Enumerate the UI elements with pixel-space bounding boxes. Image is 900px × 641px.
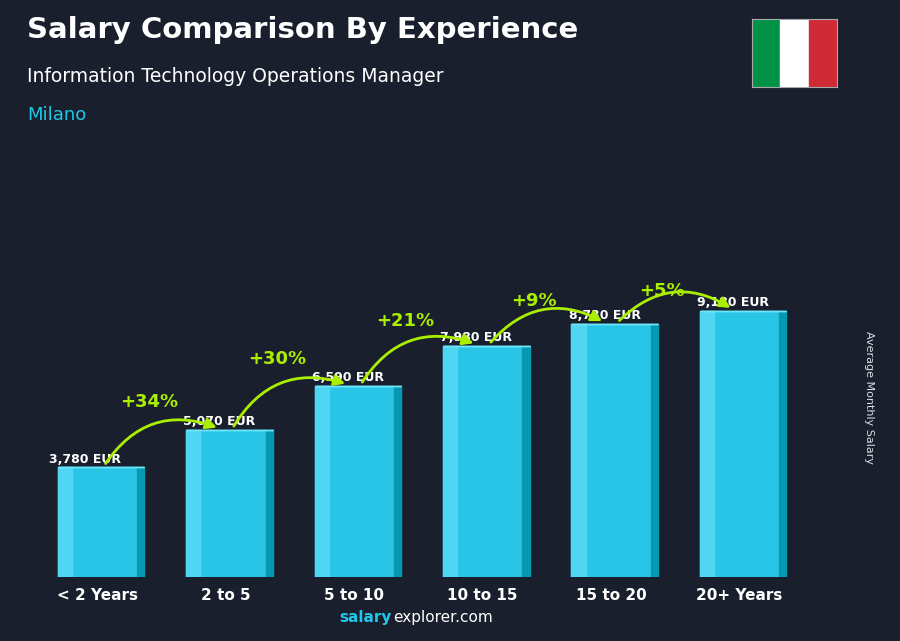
Bar	[651, 324, 658, 577]
Bar	[808, 19, 837, 87]
Text: Information Technology Operations Manager: Information Technology Operations Manage…	[27, 67, 444, 87]
Bar	[186, 430, 266, 577]
Bar	[58, 467, 72, 577]
Text: salary: salary	[339, 610, 392, 625]
Bar	[443, 345, 457, 577]
Text: Average Monthly Salary: Average Monthly Salary	[863, 331, 874, 464]
Text: +34%: +34%	[120, 393, 178, 411]
Text: Salary Comparison By Experience: Salary Comparison By Experience	[27, 16, 578, 44]
Bar	[699, 311, 714, 577]
Bar	[699, 311, 779, 577]
Text: +9%: +9%	[511, 292, 557, 310]
Bar	[266, 430, 273, 577]
Bar	[58, 467, 138, 577]
Bar	[314, 386, 328, 577]
Text: 3,780 EUR: 3,780 EUR	[49, 453, 121, 466]
Bar	[780, 19, 808, 87]
Bar	[138, 467, 145, 577]
Bar	[186, 430, 201, 577]
Text: 7,980 EUR: 7,980 EUR	[440, 331, 512, 344]
Bar	[314, 386, 394, 577]
Bar	[443, 345, 523, 577]
Text: +5%: +5%	[640, 281, 685, 299]
Text: 9,180 EUR: 9,180 EUR	[697, 296, 769, 309]
Text: Milano: Milano	[27, 106, 86, 124]
Bar	[779, 311, 787, 577]
Text: +21%: +21%	[376, 312, 435, 329]
Text: 8,730 EUR: 8,730 EUR	[569, 309, 641, 322]
Text: 5,070 EUR: 5,070 EUR	[184, 415, 256, 428]
Bar	[752, 19, 780, 87]
Text: explorer.com: explorer.com	[393, 610, 493, 625]
Text: +30%: +30%	[248, 351, 306, 369]
Bar	[394, 386, 401, 577]
Bar	[572, 324, 586, 577]
Bar	[572, 324, 651, 577]
Bar	[523, 345, 529, 577]
Text: 6,590 EUR: 6,590 EUR	[312, 371, 384, 384]
